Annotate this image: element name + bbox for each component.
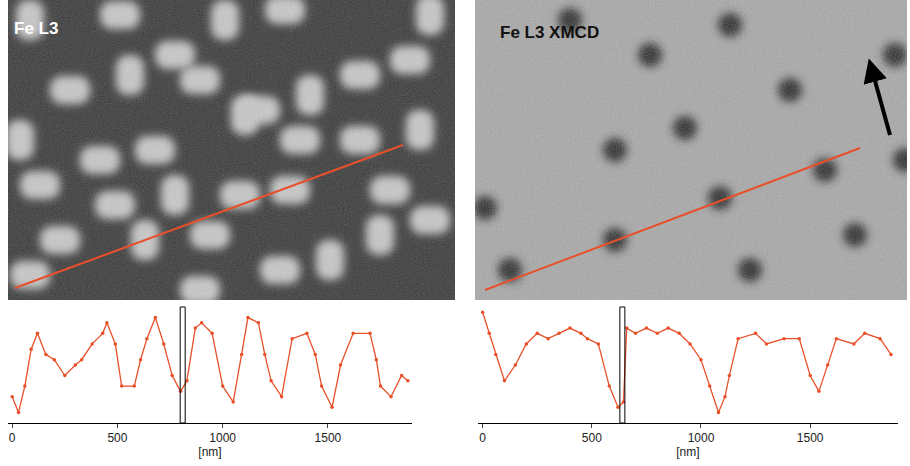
svg-text:1500: 1500 bbox=[797, 431, 824, 445]
svg-text:500: 500 bbox=[107, 431, 127, 445]
svg-text:Fe L3 XMCD: Fe L3 XMCD bbox=[500, 23, 599, 42]
svg-text:500: 500 bbox=[582, 431, 602, 445]
svg-text:0: 0 bbox=[9, 431, 16, 445]
svg-text:1000: 1000 bbox=[209, 431, 236, 445]
svg-text:0: 0 bbox=[479, 431, 486, 445]
svg-text:Fe L3: Fe L3 bbox=[14, 19, 58, 38]
svg-text:1000: 1000 bbox=[688, 431, 715, 445]
svg-text:[nm]: [nm] bbox=[198, 445, 221, 459]
svg-text:[nm]: [nm] bbox=[676, 445, 699, 459]
svg-text:1500: 1500 bbox=[315, 431, 342, 445]
